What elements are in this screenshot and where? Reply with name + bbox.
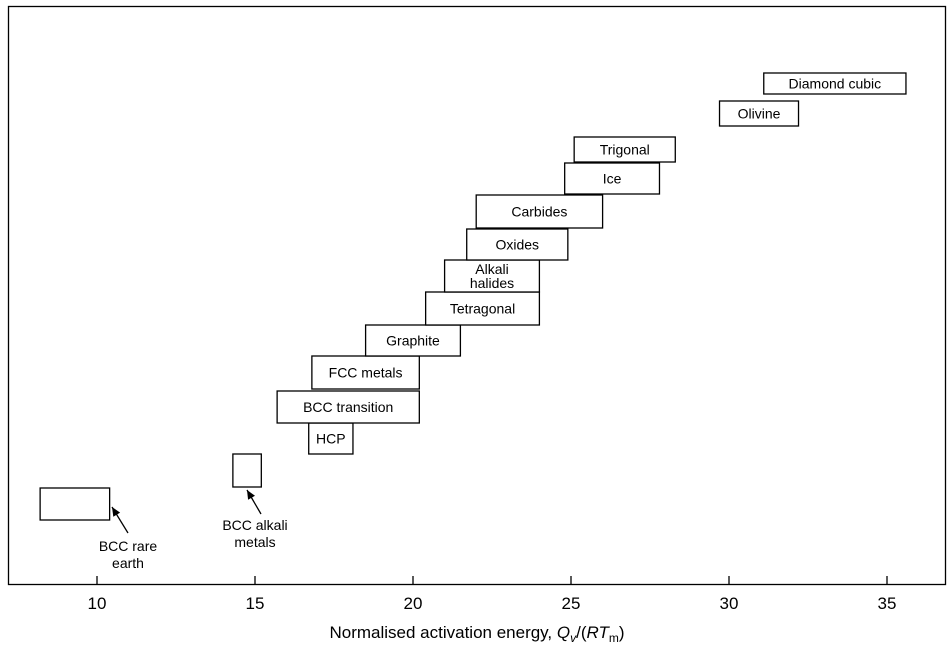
alkali-halides-box bbox=[443, 259, 541, 293]
bcc-transition-label: BCC transition bbox=[303, 399, 393, 415]
olivine-box bbox=[718, 100, 800, 127]
oxides-box bbox=[466, 228, 569, 261]
hcp-label: HCP bbox=[316, 431, 346, 447]
x-tick-label: 15 bbox=[246, 594, 265, 613]
alkali-halides-label: Alkali bbox=[475, 261, 508, 277]
x-tick-label: 35 bbox=[878, 594, 897, 613]
ice-label: Ice bbox=[603, 171, 622, 187]
x-tick-label: 10 bbox=[88, 594, 107, 613]
x-tick-label: 20 bbox=[404, 594, 423, 613]
trigonal-box bbox=[573, 136, 676, 163]
graphite-box bbox=[364, 324, 462, 357]
bcc-rare-earth-box bbox=[39, 487, 111, 521]
trigonal-label: Trigonal bbox=[600, 142, 650, 158]
oxides-label: Oxides bbox=[495, 237, 539, 253]
carbides-label: Carbides bbox=[511, 204, 567, 220]
diamond-cubic-box bbox=[763, 72, 907, 95]
x-axis-title: Normalised activation energy, Qv/(RTm) bbox=[329, 623, 624, 645]
diamond-cubic-label: Diamond cubic bbox=[789, 76, 882, 92]
x-tick-label: 30 bbox=[720, 594, 739, 613]
graphite-label: Graphite bbox=[386, 333, 440, 349]
bcc-alkali-metals-annotation: BCC alkali bbox=[222, 517, 287, 533]
x-tick-label: 25 bbox=[562, 594, 581, 613]
fcc-metals-label: FCC metals bbox=[329, 365, 403, 381]
bcc-rare-earth-annotation: earth bbox=[112, 555, 144, 571]
bcc-rare-earth-annotation: BCC rare bbox=[99, 538, 158, 554]
bcc-alkali-metals-box bbox=[232, 453, 262, 488]
tetragonal-box bbox=[424, 291, 541, 326]
bcc-transition-box bbox=[276, 390, 420, 424]
olivine-label: Olivine bbox=[738, 106, 781, 122]
plot-frame bbox=[7, 5, 947, 586]
bcc-alkali-metals-arrow-head bbox=[247, 490, 255, 500]
ice-box bbox=[564, 162, 661, 195]
class-boxes: HCP BCC transition FCC metals Graphite Tetra… bbox=[39, 72, 907, 521]
bcc-rare-earth-arrow-head bbox=[112, 507, 121, 517]
x-axis-ticks: 10 15 20 25 30 35 bbox=[88, 576, 897, 613]
tetragonal-label: Tetragonal bbox=[450, 301, 515, 317]
bcc-alkali-metals-annotation: metals bbox=[234, 534, 275, 550]
alkali-halides-label: halides bbox=[470, 275, 514, 291]
carbides-box bbox=[475, 194, 604, 229]
